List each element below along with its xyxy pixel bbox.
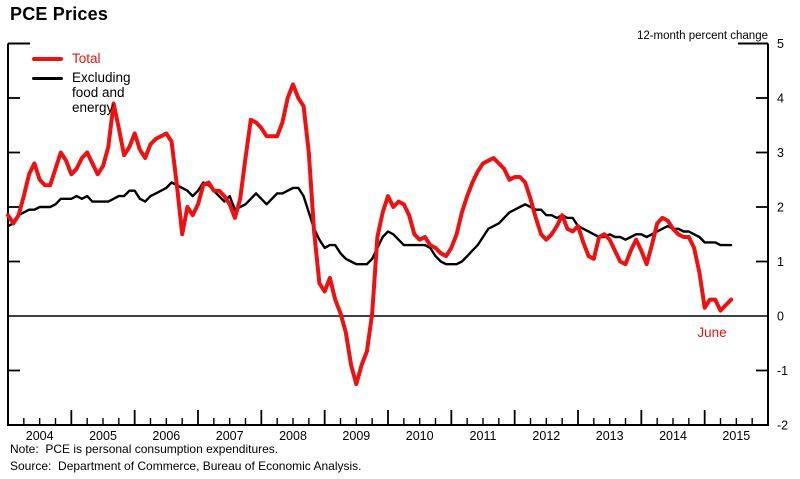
y-tick-label: -1 xyxy=(777,364,788,378)
legend-label-core: Excluding food and energy xyxy=(72,70,131,115)
x-year-label: 2004 xyxy=(26,429,54,443)
x-year-label: 2014 xyxy=(659,429,687,443)
x-year-label: 2008 xyxy=(279,429,307,443)
legend-label-total: Total xyxy=(72,51,101,66)
total-line-swatch xyxy=(32,57,63,61)
y-tick-label: 1 xyxy=(777,255,784,269)
core-series-line xyxy=(6,181,733,266)
y-tick-label: -2 xyxy=(777,419,788,433)
y-tick-label: 4 xyxy=(777,92,784,106)
x-year-label: 2010 xyxy=(406,429,434,443)
source-text: Source: Department of Commerce, Bureau o… xyxy=(10,459,362,473)
x-year-label: 2015 xyxy=(722,429,750,443)
note-text: Note: PCE is personal consumption expend… xyxy=(10,442,279,456)
core-line-swatch xyxy=(32,77,63,80)
x-year-label: 2007 xyxy=(216,429,244,443)
june-annotation: June xyxy=(697,325,727,340)
total-series-line xyxy=(6,82,734,387)
page-title: PCE Prices xyxy=(10,4,109,24)
x-year-label: 2013 xyxy=(596,429,624,443)
y-tick-label: 0 xyxy=(777,310,784,324)
x-year-label: 2005 xyxy=(89,429,117,443)
x-year-label: 2012 xyxy=(532,429,560,443)
x-year-label: 2009 xyxy=(342,429,370,443)
y-tick-label: 5 xyxy=(777,37,784,51)
x-year-label: 2011 xyxy=(470,429,497,443)
y-tick-label: 2 xyxy=(777,201,784,215)
y-tick-label: 3 xyxy=(777,146,784,160)
x-year-label: 2006 xyxy=(152,429,180,443)
y-axis-unit-label: 12-month percent change xyxy=(636,30,768,42)
